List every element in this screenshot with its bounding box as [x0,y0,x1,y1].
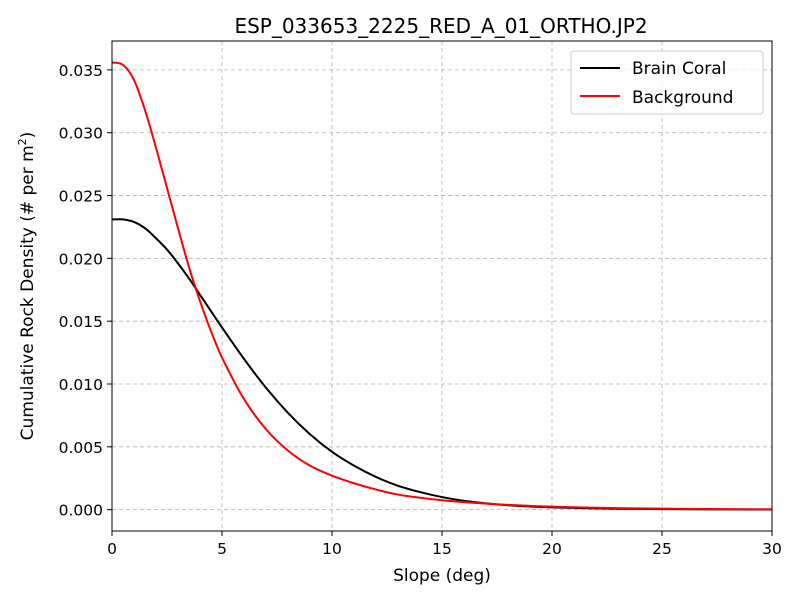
y-tick-label: 0.010 [59,376,103,394]
x-tick-label: 30 [762,540,782,558]
legend-label-background: Background [632,88,733,108]
y-axis-label-main: Cumulative Rock Density (# per m [18,145,38,440]
series-line-background [111,61,773,511]
y-axis-label: Cumulative Rock Density (# per m2) [16,132,38,441]
x-tick-label: 5 [217,540,227,558]
x-tick-label: 25 [652,540,672,558]
chart-title: ESP_033653_2225_RED_A_01_ORTHO.JP2 [234,14,647,38]
x-tick-label: 10 [322,540,342,558]
y-tick-label: 0.030 [59,125,103,143]
y-axis-label-end: ) [18,132,38,139]
x-tick-label: 0 [107,540,117,558]
y-tick-label: 0.035 [59,62,103,80]
y-tick-label: 0.005 [59,439,103,457]
plot-area [111,61,773,511]
y-tick-label: 0.025 [59,188,103,206]
y-axis-label-superscript: 2 [16,138,29,145]
legend: Brain Coral Background [570,50,764,115]
x-tick-label: 15 [432,540,452,558]
x-axis-label: Slope (deg) [393,566,491,586]
y-tick-label: 0.000 [59,502,103,520]
legend-box [570,50,764,115]
legend-label-brain-coral: Brain Coral [632,59,726,79]
gridlines [111,41,773,531]
axis-ticks: 0 5 10 15 20 25 30 0.000 0.005 0.010 0.015 0.020 0.0… [59,62,782,558]
y-tick-label: 0.015 [59,313,103,331]
x-tick-label: 20 [542,540,562,558]
y-tick-label: 0.020 [59,250,103,268]
